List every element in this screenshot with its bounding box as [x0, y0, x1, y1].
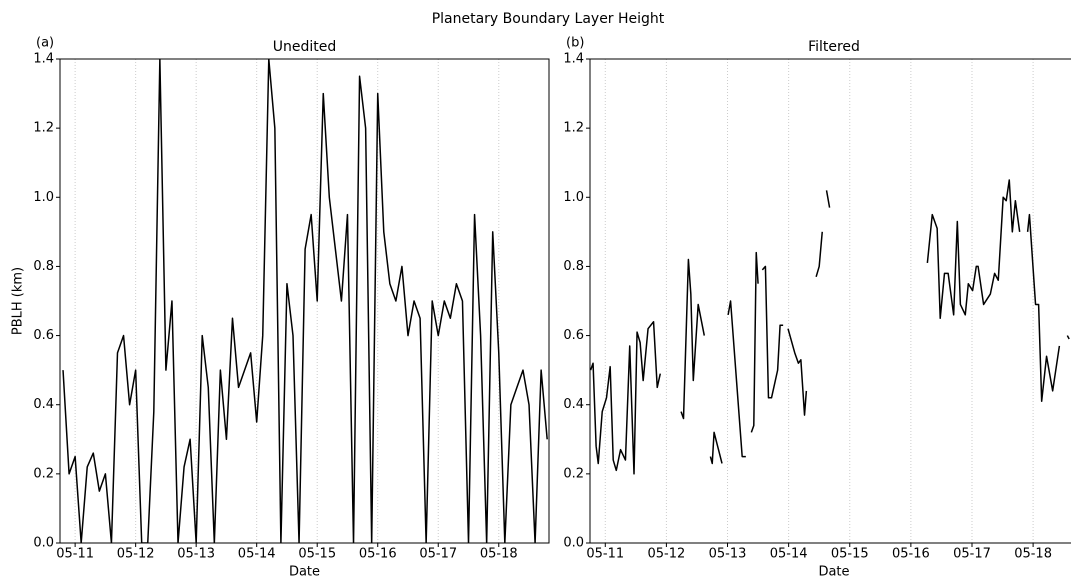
x-tick-label: 05-16	[892, 547, 930, 562]
axes-frame	[589, 58, 1071, 544]
x-tick-label: 05-17	[953, 547, 991, 562]
y-tick-label: 1.4	[33, 52, 54, 67]
axes-frame	[59, 58, 550, 544]
y-tick-label: 0.2	[563, 466, 584, 481]
x-axis-label: Date	[289, 565, 320, 579]
y-tick-label: 0.0	[563, 536, 584, 551]
x-tick-label: 05-18	[480, 547, 518, 562]
y-tick-label: 0.6	[33, 328, 54, 343]
y-tick-label: 1.4	[563, 52, 584, 67]
x-tick-label: 05-13	[709, 547, 747, 562]
panel-title: Filtered	[808, 39, 860, 55]
x-tick-label: 05-13	[177, 547, 215, 562]
y-tick-label: 1.2	[33, 121, 54, 136]
y-tick-label: 0.0	[33, 536, 54, 551]
figure-title: Planetary Boundary Layer Height	[432, 11, 665, 27]
y-axis-label: PBLH (km)	[11, 267, 26, 335]
x-tick-label: 05-11	[56, 547, 94, 562]
y-tick-label: 0.8	[563, 259, 584, 274]
x-tick-label: 05-11	[586, 547, 624, 562]
data-line	[62, 59, 548, 543]
x-tick-label: 05-12	[648, 547, 686, 562]
y-tick-label: 1.2	[563, 121, 584, 136]
x-tick-label: 05-14	[770, 547, 808, 562]
y-tick-label: 0.4	[33, 397, 54, 412]
y-tick-label: 0.8	[33, 259, 54, 274]
y-tick-label: 1.0	[563, 190, 584, 205]
y-tick-label: 0.2	[33, 466, 54, 481]
panel-title: Unedited	[273, 39, 337, 55]
x-tick-label: 05-15	[831, 547, 869, 562]
panel-label: (a)	[36, 36, 54, 51]
y-tick-label: 0.4	[563, 397, 584, 412]
y-tick-label: 0.6	[563, 328, 584, 343]
panel-label: (b)	[566, 36, 584, 51]
x-tick-label: 05-18	[1014, 547, 1052, 562]
y-tick-label: 1.0	[33, 190, 54, 205]
x-axis-label: Date	[818, 565, 849, 579]
x-tick-label: 05-17	[419, 547, 457, 562]
x-tick-label: 05-12	[117, 547, 155, 562]
x-tick-label: 05-16	[359, 547, 397, 562]
data-line	[590, 179, 1070, 475]
x-tick-label: 05-15	[298, 547, 336, 562]
x-tick-label: 05-14	[238, 547, 276, 562]
